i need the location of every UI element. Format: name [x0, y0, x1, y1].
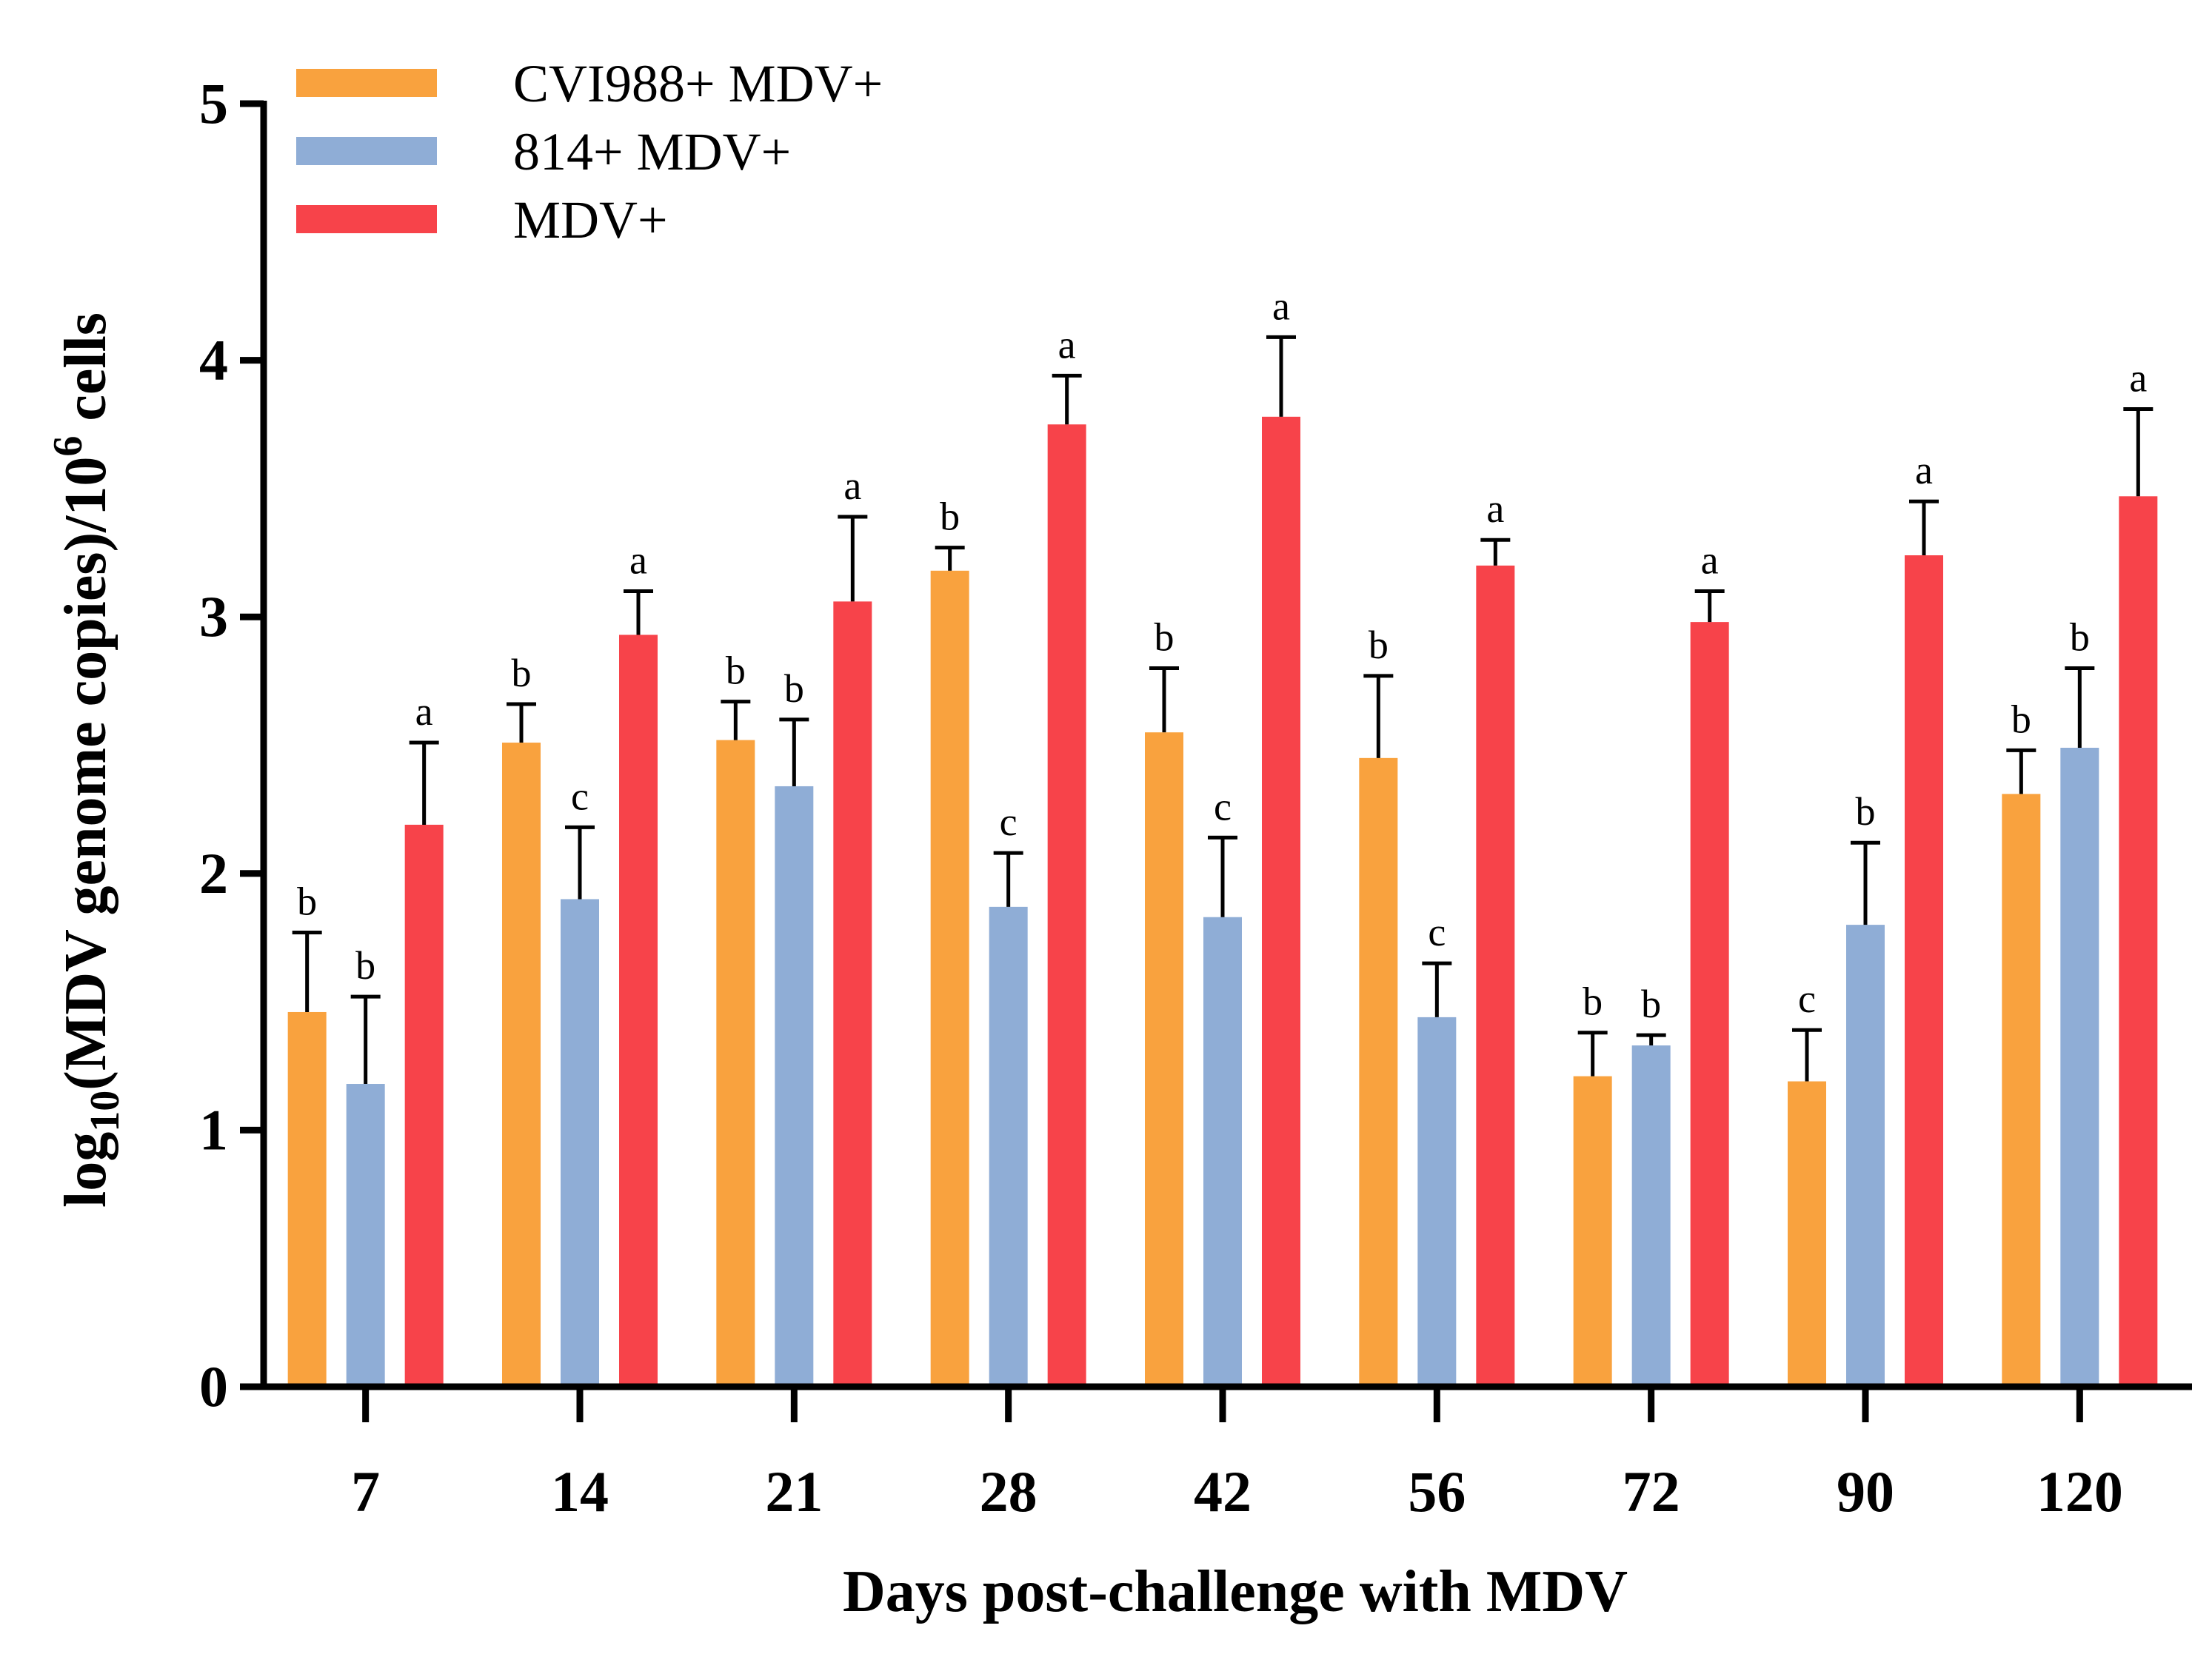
significance-label: b	[784, 666, 804, 711]
bar	[833, 601, 872, 1387]
x-tick-label: 14	[551, 1459, 609, 1524]
significance-label: b	[726, 649, 746, 693]
significance-label: a	[1701, 538, 1719, 583]
bar	[619, 635, 658, 1387]
legend: CVI988+ MDV+ 814+ MDV+ MDV+	[296, 54, 883, 250]
significance-label: c	[1214, 784, 1232, 828]
bar	[1359, 757, 1398, 1387]
bar	[404, 824, 444, 1387]
legend-swatch	[296, 137, 437, 165]
bar	[1145, 732, 1183, 1387]
bar	[502, 743, 541, 1387]
x-tick-label: 72	[1623, 1459, 1680, 1524]
x-tick-label: 42	[1194, 1459, 1252, 1524]
bar	[1788, 1081, 1826, 1387]
significance-label: b	[2011, 697, 2031, 741]
significance-label: b	[940, 495, 960, 539]
significance-label: a	[1272, 284, 1290, 328]
legend-swatch	[296, 69, 437, 97]
bar	[2002, 794, 2041, 1387]
bar	[346, 1084, 385, 1387]
y-axis-title-superscript: 6	[45, 436, 91, 457]
bar	[1262, 416, 1300, 1387]
significance-label: c	[1798, 977, 1816, 1021]
significance-label: a	[415, 689, 433, 734]
bar	[1203, 917, 1242, 1387]
significance-label: a	[1058, 322, 1076, 366]
x-tick-label: 7	[351, 1459, 380, 1524]
significance-label: b	[297, 880, 317, 924]
error-bars	[292, 335, 2153, 1085]
x-tick-label: 21	[765, 1459, 823, 1524]
bar	[775, 786, 814, 1387]
significance-label: b	[1641, 982, 1661, 1026]
significance-label: b	[2070, 615, 2090, 660]
bars	[287, 416, 2158, 1387]
y-ticks: 0 1 2 3 4 5	[199, 71, 264, 1419]
legend-swatch	[296, 205, 437, 233]
legend-label: MDV+	[513, 190, 668, 250]
bar	[2119, 496, 2158, 1387]
significance-label: b	[1155, 615, 1175, 660]
legend-label: CVI988+ MDV+	[513, 54, 883, 113]
significance-label: c	[571, 774, 589, 818]
x-tick-label: 120	[2036, 1459, 2123, 1524]
significance-label: a	[1486, 486, 1504, 531]
significance-label: b	[355, 943, 375, 988]
x-axis-title: Days post-challenge with MDV	[843, 1559, 1628, 1624]
bar	[1690, 622, 1729, 1387]
significance-label: a	[2129, 355, 2147, 400]
significance-label: b	[512, 651, 532, 695]
x-ticks: 7 14 21 28 42 56 72 90 120	[351, 1387, 2123, 1524]
bar	[1476, 565, 1515, 1387]
y-axis-title-middle: (MDV genome copies)/10	[53, 457, 118, 1091]
legend-label: 814+ MDV+	[513, 122, 791, 181]
significance-label: a	[1915, 448, 1933, 492]
bar	[1573, 1076, 1612, 1387]
bar	[1905, 555, 1943, 1387]
significance-label: b	[1369, 623, 1389, 667]
y-axis-title: log10(MDV genome copies)/106 cells	[45, 312, 128, 1208]
significance-label: b	[1583, 980, 1603, 1024]
y-axis-title-subscript: 10	[82, 1091, 128, 1132]
bar	[1417, 1017, 1457, 1387]
x-tick-label: 90	[1837, 1459, 1894, 1524]
y-tick-label: 5	[199, 71, 228, 135]
significance-label: a	[843, 463, 861, 508]
significance-label: c	[1428, 910, 1446, 954]
y-axis-title-suffix: cells	[53, 312, 118, 436]
x-tick-label: 28	[980, 1459, 1037, 1524]
significance-label: a	[629, 538, 647, 583]
y-tick-label: 0	[199, 1354, 228, 1419]
significance-label: b	[1856, 789, 1876, 834]
y-tick-label: 2	[199, 841, 228, 905]
bar	[989, 906, 1028, 1387]
bar	[1047, 424, 1086, 1387]
bar	[2060, 747, 2099, 1387]
bar	[930, 570, 969, 1387]
bar	[1846, 925, 1885, 1387]
bar	[1631, 1045, 1671, 1387]
y-axis-title-prefix: log	[53, 1132, 118, 1208]
bar	[287, 1011, 327, 1387]
y-tick-label: 3	[199, 584, 228, 649]
y-tick-label: 1	[199, 1097, 228, 1162]
bar	[561, 899, 599, 1387]
y-tick-label: 4	[199, 328, 228, 392]
significance-label: c	[1000, 800, 1018, 844]
bar	[716, 740, 755, 1387]
x-tick-label: 56	[1408, 1459, 1466, 1524]
